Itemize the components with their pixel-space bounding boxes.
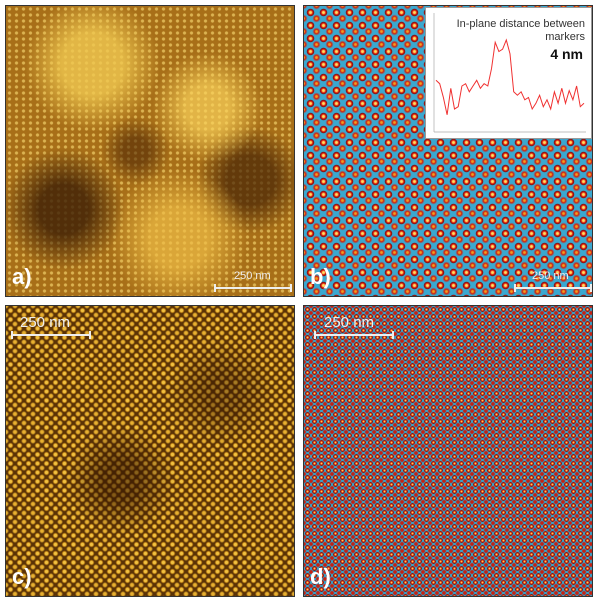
- panel-label: b): [310, 264, 331, 289]
- scale-bar: [214, 284, 292, 292]
- scale-bar-label: 250 nm: [532, 270, 569, 282]
- inset-value: 4 nm: [550, 46, 583, 62]
- panel-d-colored-image: d) 250 nm: [303, 305, 593, 597]
- panel-label: d): [310, 564, 331, 589]
- panel-label: c): [12, 564, 32, 589]
- scale-bar-label: 250 nm: [234, 270, 271, 282]
- inset-title: In-plane distance between markers: [456, 18, 585, 43]
- scale-bar-label: 250 nm: [324, 314, 375, 331]
- scale-bar: [314, 331, 394, 339]
- profile-inset: In-plane distance between markers 4 nm: [425, 7, 592, 139]
- panel-c-afm-image: c) 250 nm: [5, 305, 295, 597]
- panel-a-afm-image: a) 250 nm: [5, 5, 295, 297]
- scale-bar-label: 250 nm: [20, 314, 71, 331]
- profile-line: [435, 38, 585, 115]
- scale-bar: [514, 284, 592, 292]
- profile-plot: [433, 13, 586, 133]
- panel-label: a): [12, 264, 32, 289]
- scale-bar: [11, 331, 91, 339]
